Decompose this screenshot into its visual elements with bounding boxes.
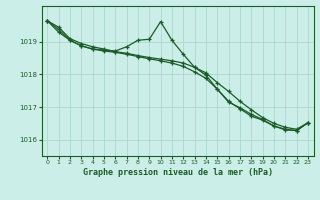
X-axis label: Graphe pression niveau de la mer (hPa): Graphe pression niveau de la mer (hPa) xyxy=(83,168,273,177)
